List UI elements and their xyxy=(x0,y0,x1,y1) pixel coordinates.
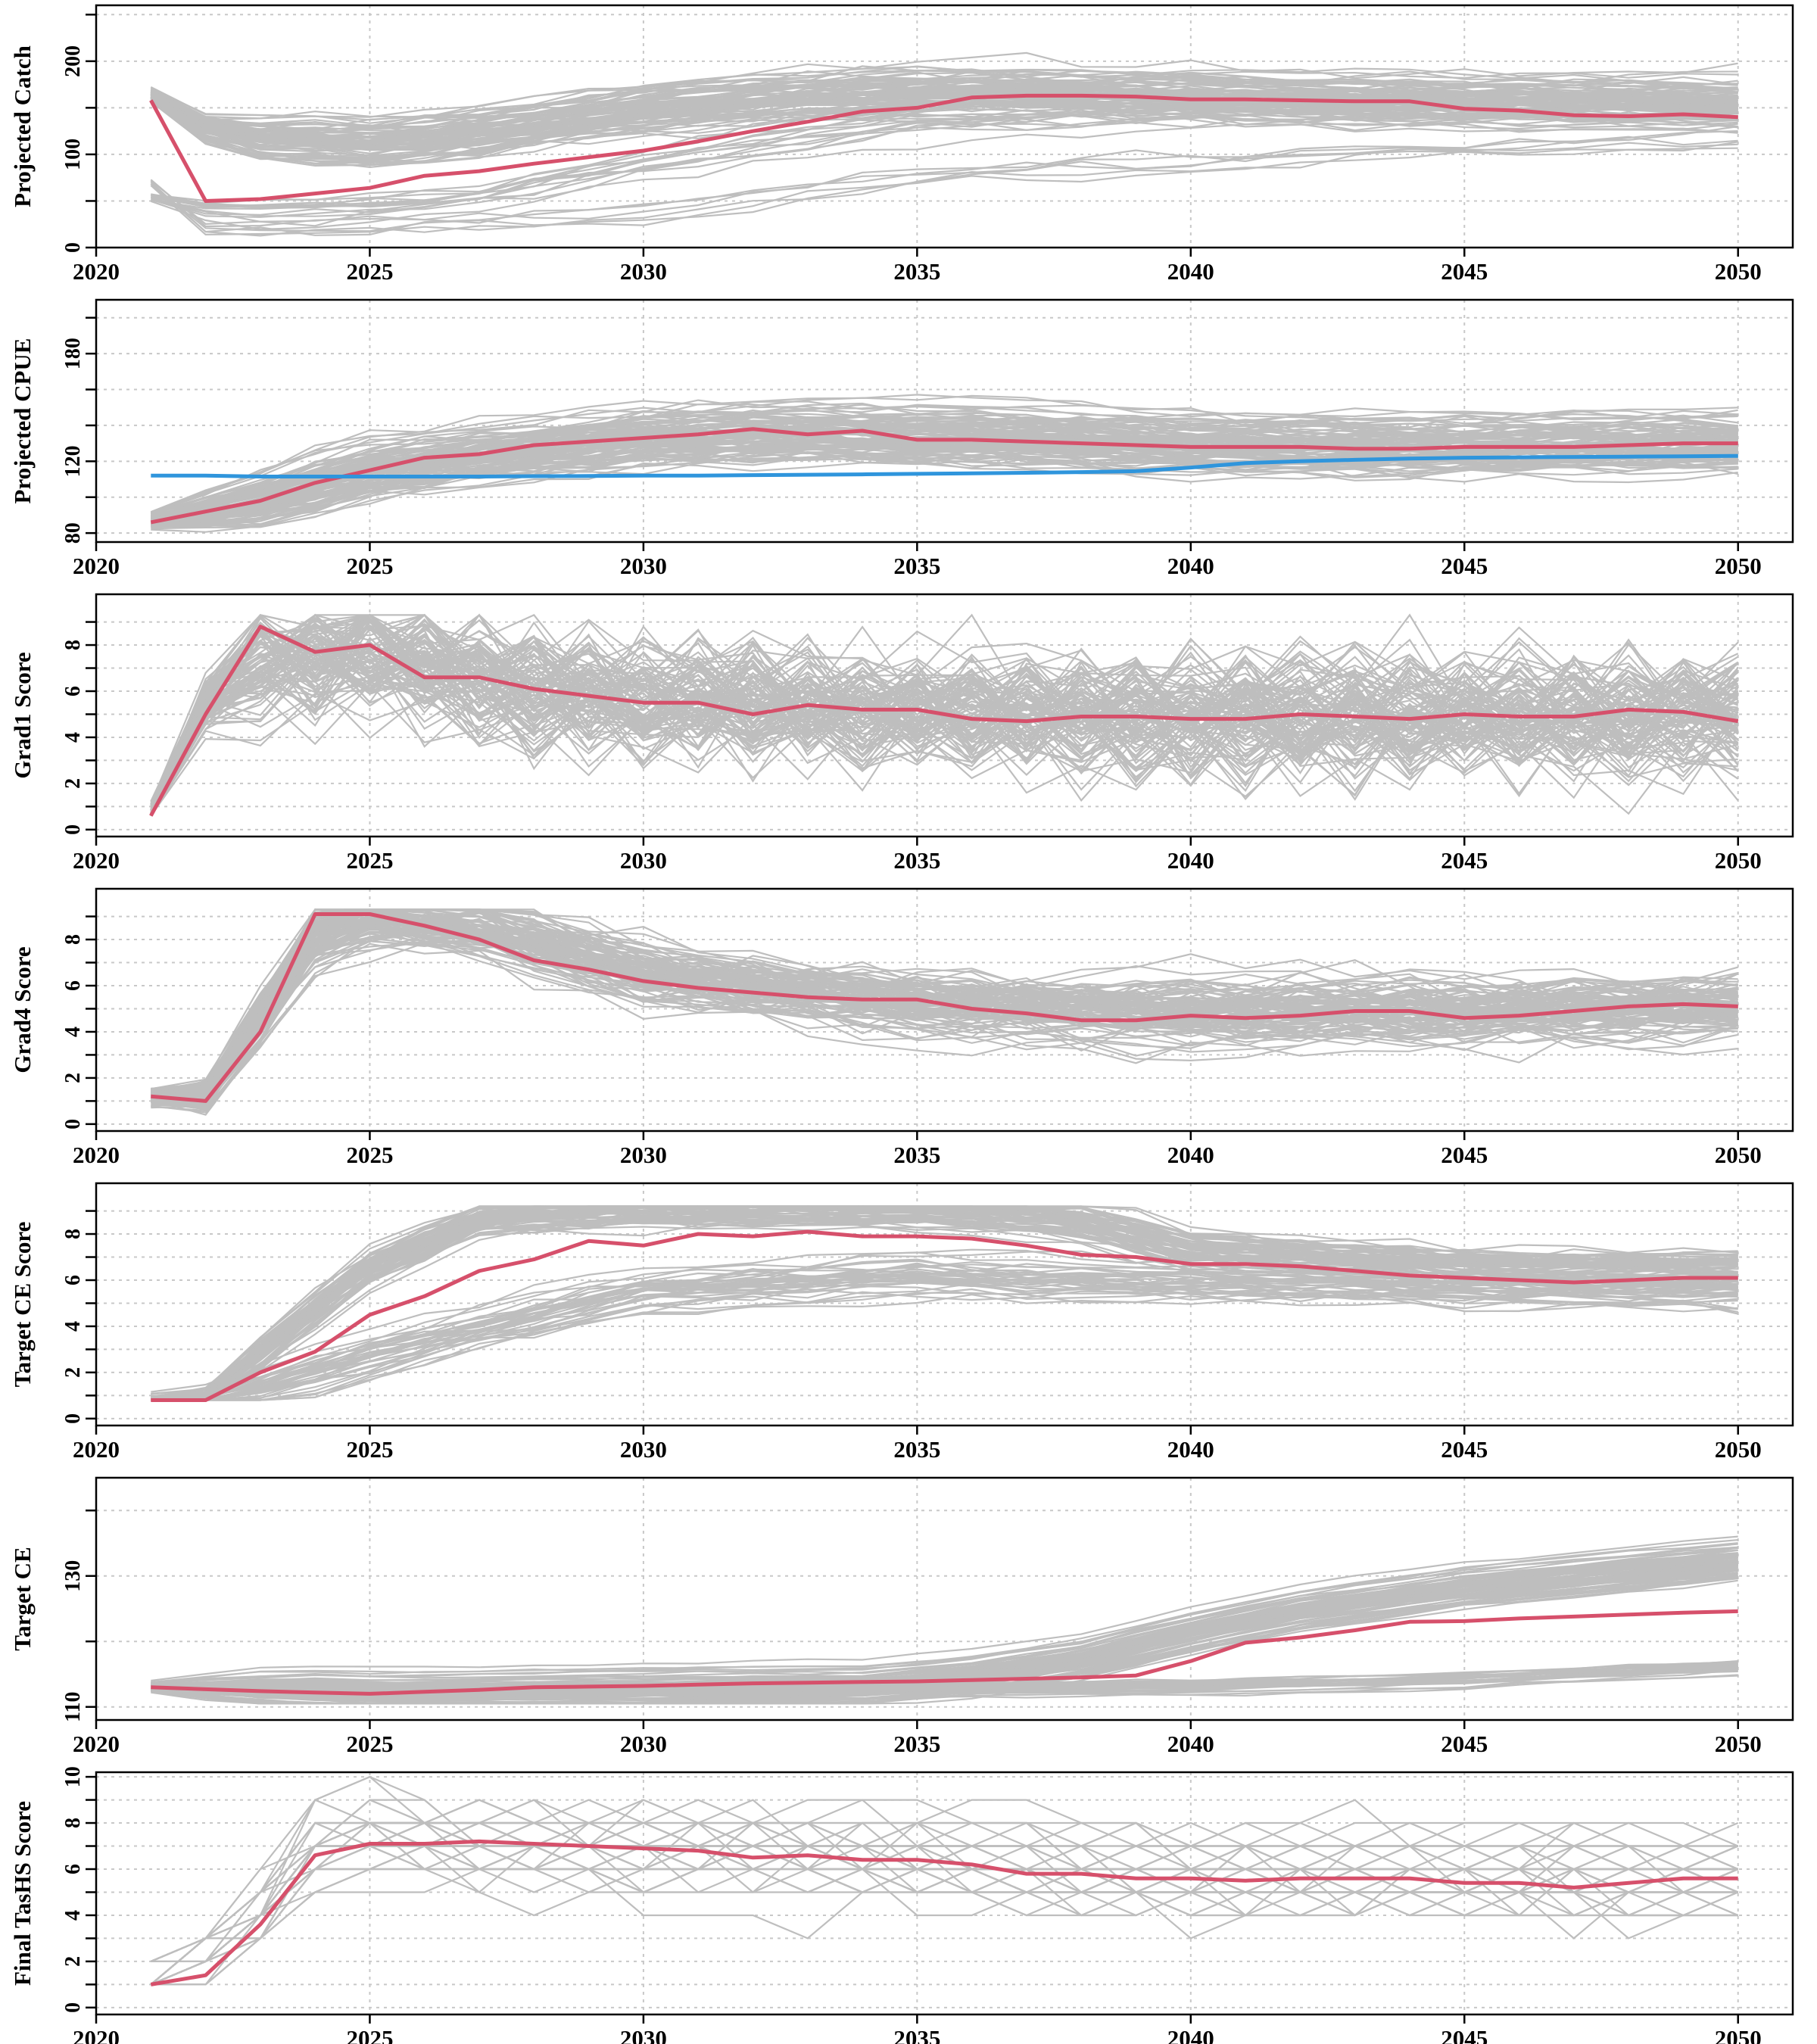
y-axis-title: Target CE Score xyxy=(9,1222,36,1388)
y-tick-label: 2 xyxy=(61,1956,85,1967)
x-tick-label: 2025 xyxy=(346,847,393,874)
x-tick-label: 2040 xyxy=(1167,1142,1214,1168)
y-tick-label: 2 xyxy=(61,1367,85,1378)
y-tick-label: 8 xyxy=(61,640,85,650)
y-tick-label: 2 xyxy=(61,778,85,789)
x-tick-label: 2040 xyxy=(1167,2025,1214,2044)
x-tick-label: 2025 xyxy=(346,258,393,285)
y-tick-label: 4 xyxy=(61,1910,85,1921)
x-tick-label: 2040 xyxy=(1167,553,1214,579)
y-tick-label: 120 xyxy=(61,445,85,477)
y-axis-title: Projected Catch xyxy=(9,45,36,207)
y-tick-label: 200 xyxy=(61,45,85,77)
x-tick-label: 2035 xyxy=(893,1436,940,1463)
y-tick-label: 0 xyxy=(61,242,85,253)
x-tick-label: 2030 xyxy=(620,2025,667,2044)
x-tick-label: 2020 xyxy=(73,2025,120,2044)
y-tick-label: 80 xyxy=(61,522,85,544)
x-tick-label: 2045 xyxy=(1441,258,1488,285)
y-tick-label: 110 xyxy=(61,1691,85,1722)
y-axis-title: Grad4 Score xyxy=(9,946,36,1073)
y-axis-title: Target CE xyxy=(9,1547,36,1651)
y-tick-label: 0 xyxy=(61,1119,85,1129)
y-tick-label: 8 xyxy=(61,934,85,945)
x-tick-label: 2035 xyxy=(893,2025,940,2044)
x-tick-label: 2020 xyxy=(73,258,120,285)
y-tick-label: 4 xyxy=(61,732,85,743)
x-tick-label: 2050 xyxy=(1715,553,1762,579)
x-tick-label: 2030 xyxy=(620,847,667,874)
x-tick-label: 2025 xyxy=(346,1731,393,1757)
x-tick-label: 2030 xyxy=(620,1436,667,1463)
x-tick-label: 2035 xyxy=(893,847,940,874)
x-tick-label: 2045 xyxy=(1441,1436,1488,1463)
x-tick-label: 2045 xyxy=(1441,847,1488,874)
x-tick-label: 2025 xyxy=(346,1436,393,1463)
y-tick-label: 4 xyxy=(61,1321,85,1332)
x-tick-label: 2050 xyxy=(1715,1142,1762,1168)
x-tick-label: 2050 xyxy=(1715,1731,1762,1757)
x-tick-label: 2030 xyxy=(620,553,667,579)
x-tick-label: 2040 xyxy=(1167,847,1214,874)
x-tick-label: 2045 xyxy=(1441,1731,1488,1757)
y-tick-label: 10 xyxy=(61,1766,85,1787)
x-tick-label: 2020 xyxy=(73,847,120,874)
x-tick-label: 2050 xyxy=(1715,258,1762,285)
x-tick-label: 2035 xyxy=(893,1731,940,1757)
x-tick-label: 2020 xyxy=(73,1142,120,1168)
y-tick-label: 180 xyxy=(61,338,85,369)
x-tick-label: 2040 xyxy=(1167,1731,1214,1757)
y-tick-label: 8 xyxy=(61,1818,85,1828)
y-tick-label: 0 xyxy=(61,824,85,835)
x-tick-label: 2040 xyxy=(1167,258,1214,285)
x-tick-label: 2045 xyxy=(1441,1142,1488,1168)
y-tick-label: 130 xyxy=(61,1560,85,1592)
y-tick-label: 100 xyxy=(61,139,85,170)
x-tick-label: 2045 xyxy=(1441,2025,1488,2044)
y-tick-label: 6 xyxy=(61,686,85,696)
x-tick-label: 2025 xyxy=(346,1142,393,1168)
x-tick-label: 2030 xyxy=(620,1142,667,1168)
y-tick-label: 6 xyxy=(61,1864,85,1874)
y-axis-title: Projected CPUE xyxy=(9,338,36,504)
y-tick-label: 8 xyxy=(61,1229,85,1239)
x-tick-label: 2030 xyxy=(620,258,667,285)
y-axis-title: Grad1 Score xyxy=(9,652,36,778)
x-tick-label: 2040 xyxy=(1167,1436,1214,1463)
y-tick-label: 2 xyxy=(61,1073,85,1083)
x-tick-label: 2030 xyxy=(620,1731,667,1757)
x-tick-label: 2025 xyxy=(346,553,393,579)
y-tick-label: 0 xyxy=(61,2002,85,2013)
x-tick-label: 2050 xyxy=(1715,847,1762,874)
y-tick-label: 6 xyxy=(61,1275,85,1285)
y-tick-label: 6 xyxy=(61,980,85,991)
y-axis-title: Final TasHS Score xyxy=(9,1801,36,1986)
x-tick-label: 2025 xyxy=(346,2025,393,2044)
x-tick-label: 2035 xyxy=(893,553,940,579)
y-tick-label: 4 xyxy=(61,1027,85,1037)
x-tick-label: 2020 xyxy=(73,553,120,579)
y-tick-label: 0 xyxy=(61,1413,85,1424)
x-tick-label: 2035 xyxy=(893,258,940,285)
x-tick-label: 2020 xyxy=(73,1731,120,1757)
x-tick-label: 2035 xyxy=(893,1142,940,1168)
x-tick-label: 2045 xyxy=(1441,553,1488,579)
x-tick-label: 2020 xyxy=(73,1436,120,1463)
x-tick-label: 2050 xyxy=(1715,2025,1762,2044)
x-tick-label: 2050 xyxy=(1715,1436,1762,1463)
